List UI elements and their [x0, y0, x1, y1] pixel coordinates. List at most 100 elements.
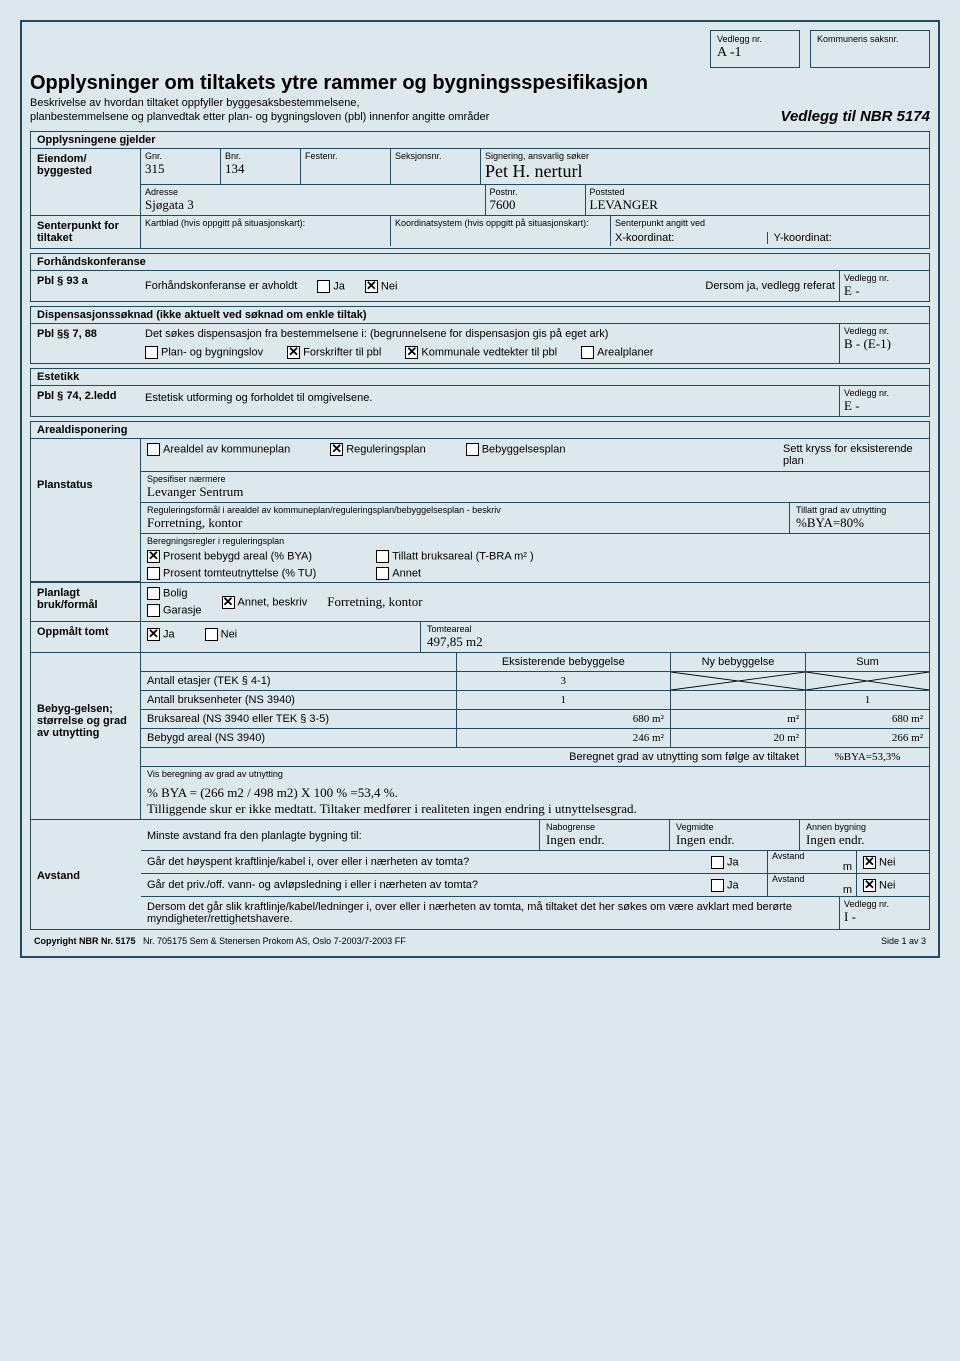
gnr-value: 315: [145, 161, 165, 176]
oppmalt-nei-label: Nei: [221, 628, 238, 640]
q2-avst-label: Avstand: [772, 874, 852, 884]
planlagt-annet-checkbox[interactable]: [222, 596, 235, 609]
footer: Copyright NBR Nr. 5175 Nr. 705175 Sem & …: [30, 934, 930, 948]
q1-nei-checkbox[interactable]: [863, 856, 876, 869]
forhand-vedlegg-value: E -: [844, 283, 860, 298]
seksjonsnr-label: Seksjonsnr.: [395, 151, 476, 161]
adresse-label: Adresse: [145, 187, 481, 197]
adresse-value: Sjøgata 3: [145, 197, 194, 212]
senterpunkt-label: Senterpunkt for tiltaket: [31, 216, 141, 248]
disp-c3-checkbox[interactable]: [405, 346, 418, 359]
bebygg-table: Eksisterende bebyggelse Ny bebyggelse Su…: [141, 653, 929, 767]
areal-c2-checkbox[interactable]: [330, 443, 343, 456]
koordsys-label: Koordinatsystem (hvis oppgitt på situasj…: [395, 218, 606, 228]
postnr-label: Postnr.: [490, 187, 581, 197]
sett-kryss-label: Sett kryss for eksisterende plan: [783, 443, 923, 467]
kartblad-label: Kartblad (hvis oppgitt på situasjonskart…: [145, 218, 386, 228]
form-page: Vedlegg nr. A -1 Kommunens saksnr. Opply…: [20, 20, 940, 958]
section-estetikk: Estetikk Pbl § 74, 2.ledd Estetisk utfor…: [30, 368, 930, 417]
opplysningene-title: Opplysningene gjelder: [31, 132, 929, 149]
estetikk-vedlegg-label: Vedlegg nr.: [844, 388, 925, 398]
oppmalt-ja-checkbox[interactable]: [147, 628, 160, 641]
planlagt-label: Planlagt bruk/formål: [31, 583, 141, 621]
bereg-b2-checkbox[interactable]: [147, 567, 160, 580]
eiendom-label: Eiendom/ byggested: [31, 149, 141, 216]
disp-c2-checkbox[interactable]: [287, 346, 300, 359]
bt-r3-v2: m²: [670, 710, 805, 729]
disp-c1-checkbox[interactable]: [145, 346, 158, 359]
disp-c4-checkbox[interactable]: [581, 346, 594, 359]
section-forhand: Forhåndskonferanse Pbl § 93 a Forhåndsko…: [30, 253, 930, 302]
areal-c1-checkbox[interactable]: [147, 443, 160, 456]
postnr-value: 7600: [490, 197, 516, 212]
bt-r3-v3: 680 m²: [806, 710, 929, 729]
bt-r1-v1: 3: [456, 672, 670, 691]
planlagt-garasje-checkbox[interactable]: [147, 604, 160, 617]
vis-beregning-label: Vis beregning av grad av utnytting: [147, 769, 923, 779]
bereg-b1-label: Prosent bebygd areal (% BYA): [163, 550, 312, 562]
estetikk-ref: Pbl § 74, 2.ledd: [31, 386, 141, 416]
avstand-vedlegg-label: Vedlegg nr.: [844, 899, 925, 909]
estetikk-vedlegg-value: E -: [844, 398, 860, 413]
disp-c3-label: Kommunale vedtekter til pbl: [421, 346, 557, 358]
bt-h2: Ny bebyggelse: [670, 653, 805, 672]
section-opplysningene: Opplysningene gjelder Eiendom/ byggested…: [30, 131, 930, 249]
bereg-b3-checkbox[interactable]: [376, 550, 389, 563]
oppmalt-nei-checkbox[interactable]: [205, 628, 218, 641]
tillatt-value: %BYA=80%: [796, 515, 864, 530]
bt-r2-v1: 1: [456, 691, 670, 710]
x-koordinat-label: X-koordinat:: [615, 232, 767, 244]
areal-c2-label: Reguleringsplan: [346, 443, 426, 455]
festenr-label: Festenr.: [305, 151, 386, 161]
regf-label: Reguleringsformål i arealdel av kommunep…: [147, 505, 783, 515]
disp-vedlegg-label: Vedlegg nr.: [844, 326, 925, 336]
q2-m: m: [772, 884, 852, 896]
forhand-nei-checkbox[interactable]: [365, 280, 378, 293]
section-areal: Arealdisponering Planstatus Arealdel av …: [30, 421, 930, 930]
subtitle-1: Beskrivelse av hvordan tiltaket oppfylle…: [30, 97, 781, 109]
planlagt-bolig-checkbox[interactable]: [147, 587, 160, 600]
areal-c3-checkbox[interactable]: [466, 443, 479, 456]
forhand-ja-checkbox[interactable]: [317, 280, 330, 293]
bereg-label: Beregningsregler i reguleringsplan: [147, 536, 923, 546]
regf-value: Forretning, kontor: [147, 515, 242, 530]
veg-label: Vegmidte: [676, 822, 793, 832]
q1-ja-label: Ja: [727, 856, 739, 868]
areal-c1-label: Arealdel av kommuneplan: [163, 443, 290, 455]
disp-line1: Det søkes dispensasjon fra bestemmelsene…: [145, 328, 835, 340]
disp-vedlegg-value: B - (E-1): [844, 336, 891, 351]
q2-text: Går det priv./off. vann- og avløpslednin…: [147, 879, 711, 891]
top-boxes: Vedlegg nr. A -1 Kommunens saksnr.: [30, 30, 930, 68]
forhand-ja-label: Ja: [333, 280, 345, 292]
q1-nei-label: Nei: [879, 856, 896, 868]
bt-r4-label: Bebygd areal (NS 3940): [141, 729, 456, 748]
bebygg-label: Bebyg-gelsen; størrelse og grad av utnyt…: [31, 653, 141, 819]
gnr-label: Gnr.: [145, 151, 216, 161]
disp-title: Dispensasjonssøknad (ikke aktuelt ved sø…: [31, 307, 929, 324]
tillatt-label: Tillatt grad av utnytting: [796, 505, 923, 515]
forhand-vedlegg-label: Vedlegg nr.: [844, 273, 925, 283]
spes-label: Spesifiser nærmere: [147, 474, 923, 484]
bereg-b4-label: Annet: [392, 567, 421, 579]
q2-nei-checkbox[interactable]: [863, 879, 876, 892]
bereg-b1-checkbox[interactable]: [147, 550, 160, 563]
poststed-value: LEVANGER: [590, 197, 658, 212]
q2-nei-label: Nei: [879, 879, 896, 891]
nabo-label: Nabogrense: [546, 822, 663, 832]
forhand-ref: Pbl § 93 a: [31, 271, 141, 301]
forhand-nei-label: Nei: [381, 280, 398, 292]
bt-r1-v3-diag: [806, 672, 929, 691]
bereg-b4-checkbox[interactable]: [376, 567, 389, 580]
q1-ja-checkbox[interactable]: [711, 856, 724, 869]
form-title: Opplysninger om tiltakets ytre rammer og…: [30, 72, 781, 95]
bt-r3-v1: 680 m²: [456, 710, 670, 729]
angitt-label: Senterpunkt angitt ved: [615, 218, 925, 228]
bt-r2-v3: 1: [806, 691, 929, 710]
bt-r4-v3: 266 m²: [806, 729, 929, 748]
q1-m: m: [772, 861, 852, 873]
disp-c1-label: Plan- og bygningslov: [161, 346, 263, 358]
kommune-saksnr-label: Kommunens saksnr.: [817, 34, 899, 44]
estetikk-text: Estetisk utforming og forholdet til omgi…: [141, 386, 839, 416]
q2-ja-checkbox[interactable]: [711, 879, 724, 892]
planlagt-value: Forretning, kontor: [327, 594, 422, 610]
